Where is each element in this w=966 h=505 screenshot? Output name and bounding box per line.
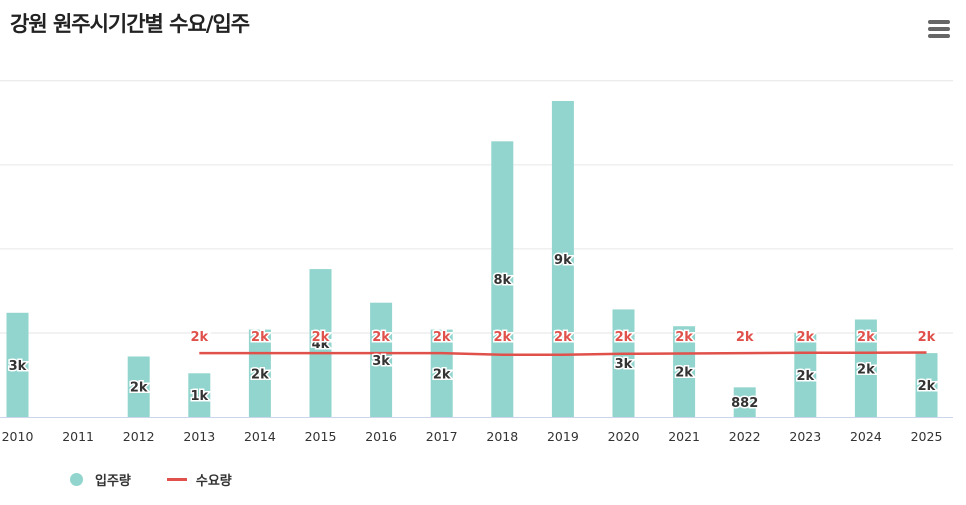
bar-label-2016: 3k xyxy=(372,354,390,369)
legend: 입주량 수요량 xyxy=(70,470,268,489)
bar-2025 xyxy=(915,353,938,417)
bar-label-2019: 9k xyxy=(554,253,572,268)
bar-2010 xyxy=(6,312,29,417)
x-tick-2021: 2021 xyxy=(668,429,700,444)
line-label-2024: 2k xyxy=(857,330,875,345)
line-label-2021: 2k xyxy=(675,330,693,345)
line-label-2020: 2k xyxy=(615,330,633,345)
bar-label-2015: 4k xyxy=(312,337,330,352)
line-label-2023: 2k xyxy=(796,330,814,345)
bar-2013 xyxy=(188,373,211,417)
bar-label-2013: 1k xyxy=(190,389,208,404)
x-tick-2012: 2012 xyxy=(123,429,155,444)
line-label-2022: 2k xyxy=(736,330,754,345)
bar-2012 xyxy=(127,356,150,417)
line-label-2025: 2k xyxy=(918,330,936,345)
x-tick-2018: 2018 xyxy=(486,429,518,444)
legend-bar-swatch xyxy=(70,473,83,486)
legend-bar-label: 입주량 xyxy=(95,474,131,489)
bar-label-2024: 2k xyxy=(857,362,875,377)
x-tick-2015: 2015 xyxy=(305,429,337,444)
bar-label-2018: 8k xyxy=(493,273,511,288)
legend-item-line[interactable]: 수요량 xyxy=(166,470,232,489)
bar-series xyxy=(6,100,938,418)
bar-2020 xyxy=(612,309,635,417)
chart-title: 강원 원주시기간별 수요/입주 xyxy=(10,12,250,36)
bar-label-2021: 2k xyxy=(675,366,693,381)
bar-label-2010: 3k xyxy=(9,359,27,374)
bar-label-2014: 2k xyxy=(251,367,269,382)
bar-2024 xyxy=(854,319,877,417)
x-tick-2011: 2011 xyxy=(62,429,94,444)
bar-2016 xyxy=(370,302,393,417)
bar-label-2023: 2k xyxy=(796,369,814,384)
x-tick-2016: 2016 xyxy=(365,429,397,444)
bar-2014 xyxy=(248,329,271,417)
menu-icon[interactable] xyxy=(928,20,950,38)
x-axis-labels: 2010 2011 2012 2013 2014 2015 2016 2017 2018 2019… xyxy=(2,429,943,444)
bar-2022 xyxy=(733,387,756,417)
x-tick-2019: 2019 xyxy=(547,429,579,444)
x-tick-2025: 2025 xyxy=(911,429,943,444)
line-label-2013: 2k xyxy=(190,330,208,345)
line-path xyxy=(199,351,927,357)
x-tick-2010: 2010 xyxy=(2,429,34,444)
bar-2018 xyxy=(491,141,514,418)
bar-2015 xyxy=(309,269,332,417)
x-tick-2024: 2024 xyxy=(850,429,882,444)
x-tick-2023: 2023 xyxy=(789,429,821,444)
bar-label-2020: 3k xyxy=(615,357,633,372)
x-tick-2014: 2014 xyxy=(244,429,276,444)
x-tick-2013: 2013 xyxy=(183,429,215,444)
bar-label-2017: 2k xyxy=(433,367,451,382)
x-tick-2017: 2017 xyxy=(426,429,458,444)
legend-item-bar[interactable]: 입주량 xyxy=(70,470,131,489)
line-label-2017: 2k xyxy=(433,330,451,345)
line-label-2014: 2k xyxy=(251,330,269,345)
legend-line-label: 수요량 xyxy=(195,474,232,489)
bar-2019 xyxy=(551,100,574,417)
line-label-2016: 2k xyxy=(372,330,390,345)
legend-line-swatch xyxy=(166,478,187,481)
x-tick-2020: 2020 xyxy=(608,429,640,444)
bar-2017 xyxy=(430,329,453,417)
bar-label-2025: 2k xyxy=(918,379,936,394)
bar-label-2022: 882 xyxy=(731,396,758,411)
bar-2021 xyxy=(673,326,696,417)
bar-label-2012: 2k xyxy=(130,381,148,396)
line-label-2018: 2k xyxy=(493,330,511,345)
x-tick-2022: 2022 xyxy=(729,429,761,444)
grid-lines xyxy=(0,80,953,418)
line-label-2019: 2k xyxy=(554,330,572,345)
line-label-2015: 2k xyxy=(312,330,330,345)
